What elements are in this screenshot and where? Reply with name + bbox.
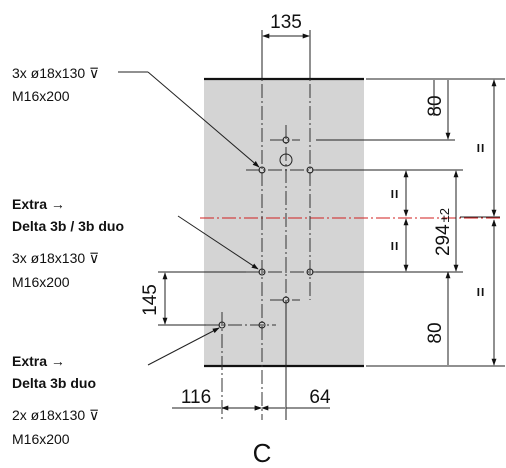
note-line: Delta 3b duo: [12, 375, 96, 391]
hole: [306, 166, 314, 174]
bottom-title-note: Extra → Delta 3b duo: [12, 353, 96, 391]
middle-title-note: Extra → Delta 3b / 3b duo: [12, 196, 124, 234]
left-dimension: 145: [140, 271, 246, 326]
view-label: C: [253, 438, 272, 468]
note-line: 3x ø18x130 ⊽: [12, 250, 99, 266]
left-spacing-value: 145: [140, 284, 161, 316]
hole: [258, 321, 266, 329]
mounting-panel: [204, 79, 364, 366]
note-line: M16x200: [12, 88, 70, 104]
right-dimensions: = = 80 80 294±2 = =: [316, 78, 505, 367]
hole: [218, 321, 226, 329]
note-line: 2x ø18x130 ⊽: [12, 407, 99, 423]
right-top-value: 80: [425, 95, 446, 116]
equal-mark: =: [387, 241, 404, 250]
note-line: Delta 3b / 3b duo: [12, 218, 124, 234]
equal-mark: =: [473, 143, 490, 152]
equal-mark: =: [387, 189, 404, 198]
leader-lines: [118, 71, 260, 366]
right-bottom-value: 80: [425, 322, 446, 343]
hole: [306, 268, 314, 276]
note-line: 3x ø18x130 ⊽: [12, 65, 99, 81]
top-spacing-value: 135: [270, 12, 302, 33]
hole: [258, 268, 266, 276]
note-line: M16x200: [12, 431, 70, 447]
note-line: Extra →: [12, 353, 65, 369]
top-holes-note: 3x ø18x130 ⊽ M16x200: [12, 65, 99, 104]
bottom-holes-note: 2x ø18x130 ⊽ M16x200: [12, 407, 99, 447]
hole: [282, 136, 290, 144]
center-hole: [279, 153, 293, 167]
hole: [258, 166, 266, 174]
note-line: Extra →: [12, 196, 65, 212]
equal-mark: =: [473, 287, 490, 296]
top-dimension: 135: [261, 12, 311, 78]
height-main-value: 294±2: [433, 208, 454, 256]
holes: [218, 136, 314, 329]
bottom-dimensions: 116 64: [172, 300, 331, 420]
middle-holes-note: 3x ø18x130 ⊽ M16x200: [12, 250, 99, 290]
bottom-left-value: 116: [181, 387, 211, 408]
bottom-right-value: 64: [309, 387, 331, 408]
note-line: M16x200: [12, 274, 70, 290]
